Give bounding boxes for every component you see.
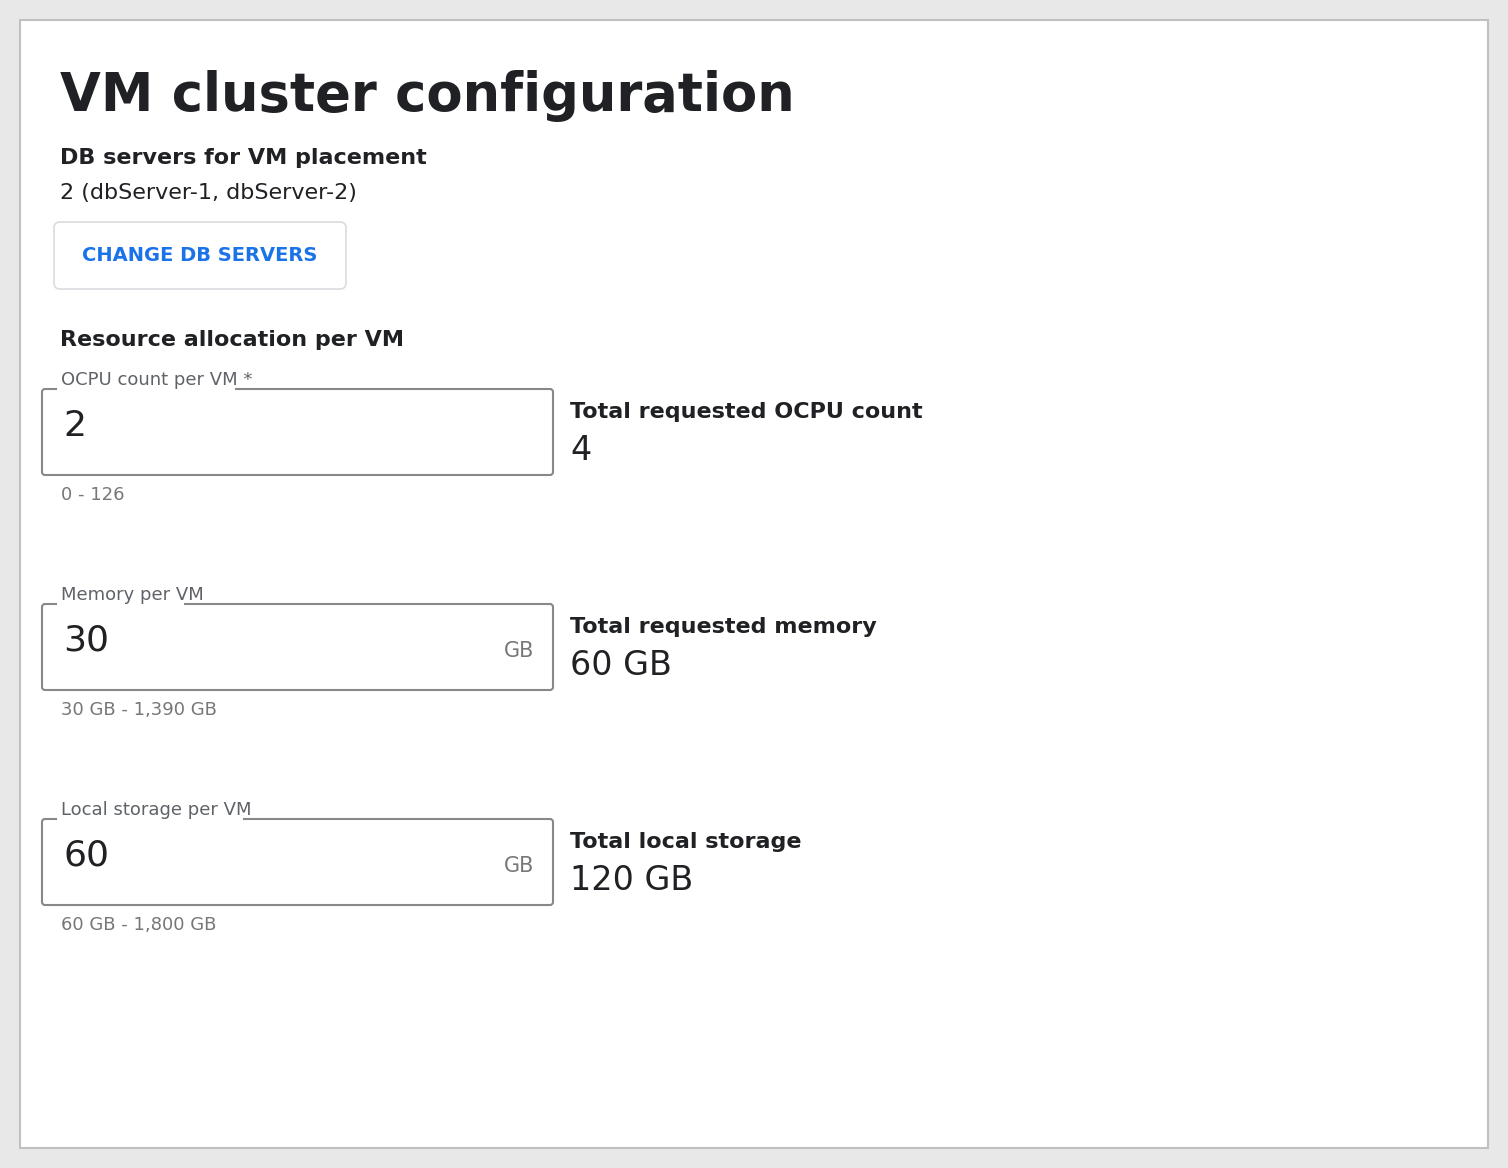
FancyBboxPatch shape bbox=[42, 819, 553, 905]
Text: 0 - 126: 0 - 126 bbox=[60, 486, 125, 505]
Text: Total requested memory: Total requested memory bbox=[570, 617, 876, 637]
Text: 2: 2 bbox=[63, 409, 86, 443]
Text: 60 GB: 60 GB bbox=[570, 649, 673, 682]
Text: Memory per VM: Memory per VM bbox=[60, 586, 204, 604]
Text: 120 GB: 120 GB bbox=[570, 864, 694, 897]
FancyBboxPatch shape bbox=[42, 389, 553, 475]
Text: VM cluster configuration: VM cluster configuration bbox=[60, 70, 795, 121]
Text: OCPU count per VM *: OCPU count per VM * bbox=[60, 371, 252, 389]
FancyBboxPatch shape bbox=[57, 370, 235, 392]
Text: GB: GB bbox=[504, 856, 534, 876]
FancyBboxPatch shape bbox=[54, 222, 345, 288]
Text: 60: 60 bbox=[63, 839, 109, 872]
Text: Total requested OCPU count: Total requested OCPU count bbox=[570, 402, 923, 422]
FancyBboxPatch shape bbox=[20, 20, 1488, 1148]
Text: GB: GB bbox=[504, 641, 534, 661]
Text: Total local storage: Total local storage bbox=[570, 832, 801, 851]
Text: 4: 4 bbox=[570, 434, 591, 467]
Text: Resource allocation per VM: Resource allocation per VM bbox=[60, 331, 404, 350]
FancyBboxPatch shape bbox=[57, 585, 184, 607]
Text: Local storage per VM: Local storage per VM bbox=[60, 801, 252, 819]
Text: CHANGE DB SERVERS: CHANGE DB SERVERS bbox=[83, 246, 318, 265]
FancyBboxPatch shape bbox=[57, 800, 243, 822]
Text: 30: 30 bbox=[63, 624, 109, 658]
FancyBboxPatch shape bbox=[42, 604, 553, 690]
Text: 60 GB - 1,800 GB: 60 GB - 1,800 GB bbox=[60, 916, 216, 934]
FancyBboxPatch shape bbox=[54, 222, 345, 288]
Text: 30 GB - 1,390 GB: 30 GB - 1,390 GB bbox=[60, 701, 217, 719]
Text: 2 (dbServer-1, dbServer-2): 2 (dbServer-1, dbServer-2) bbox=[60, 183, 357, 203]
Text: DB servers for VM placement: DB servers for VM placement bbox=[60, 148, 427, 168]
